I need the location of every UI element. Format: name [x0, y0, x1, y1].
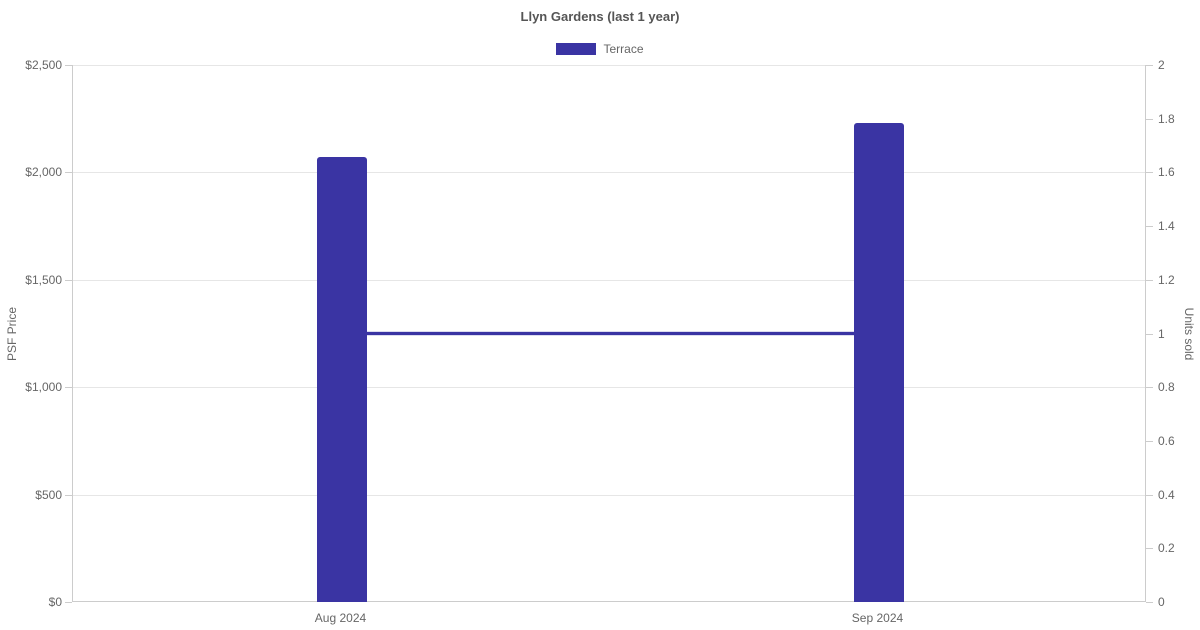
left-axis-tick — [65, 172, 72, 174]
right-axis-tick-label: 0 — [1158, 595, 1165, 609]
bar-sep-2024[interactable] — [853, 122, 904, 602]
legend-swatch — [556, 43, 597, 55]
left-axis-tick — [65, 387, 72, 389]
plot-area — [72, 65, 1146, 602]
right-axis-tick — [1146, 226, 1153, 228]
chart-title: Llyn Gardens (last 1 year) — [520, 9, 680, 24]
right-axis-tick — [1146, 279, 1153, 281]
right-axis-tick — [1146, 602, 1153, 603]
right-axis-tick-label: 0.4 — [1158, 487, 1175, 502]
right-axis-tick-label: 1.4 — [1158, 219, 1175, 234]
left-axis-tick — [65, 65, 72, 66]
legend-item-terrace[interactable]: Terrace — [556, 42, 644, 56]
right-axis-tick — [1146, 172, 1153, 174]
left-axis-tick-label: $500 — [35, 487, 62, 502]
right-axis-tick-label: 0.6 — [1158, 433, 1175, 448]
legend-label: Terrace — [603, 42, 644, 56]
x-axis-tick-label: Sep 2024 — [851, 611, 904, 625]
right-axis-tick-label: 1.6 — [1158, 165, 1175, 180]
right-axis-tick-label: 1 — [1158, 326, 1165, 341]
right-axis-tick — [1146, 333, 1153, 335]
x-axis-tick-label: Aug 2024 — [314, 611, 367, 625]
right-axis-tick-label: 2 — [1158, 58, 1165, 72]
right-axis-tick — [1146, 494, 1153, 496]
left-axis-tick-label: $2,500 — [25, 58, 62, 72]
right-axis-tick — [1146, 387, 1153, 389]
right-axis-tick-label: 1.2 — [1158, 272, 1175, 287]
right-axis-title: Units sold — [1182, 307, 1196, 360]
line-series-terrace[interactable] — [341, 332, 879, 335]
legend: Terrace — [0, 42, 1200, 56]
left-axis-tick-label: $0 — [48, 595, 62, 609]
left-axis-title: PSF Price — [5, 306, 19, 361]
right-axis-tick — [1146, 548, 1153, 550]
right-axis-tick-label: 0.8 — [1158, 380, 1175, 395]
bar-aug-2024[interactable] — [316, 157, 367, 602]
right-axis-tick — [1146, 118, 1153, 120]
right-axis-tick — [1146, 440, 1153, 442]
left-axis-tick — [65, 602, 72, 603]
gridline — [73, 172, 1145, 174]
gridline — [73, 65, 1145, 66]
left-axis-tick-label: $1,000 — [25, 380, 62, 395]
right-axis-tick-label: 0.2 — [1158, 541, 1175, 556]
left-axis-tick — [65, 279, 72, 281]
left-axis-tick — [65, 494, 72, 496]
gridline — [73, 494, 1145, 496]
gridline — [73, 387, 1145, 389]
gridline — [73, 279, 1145, 281]
left-axis-tick-label: $2,000 — [25, 165, 62, 180]
right-axis-tick-label: 1.8 — [1158, 111, 1175, 126]
right-axis-tick — [1146, 65, 1153, 66]
left-axis-tick-label: $1,500 — [25, 272, 62, 287]
